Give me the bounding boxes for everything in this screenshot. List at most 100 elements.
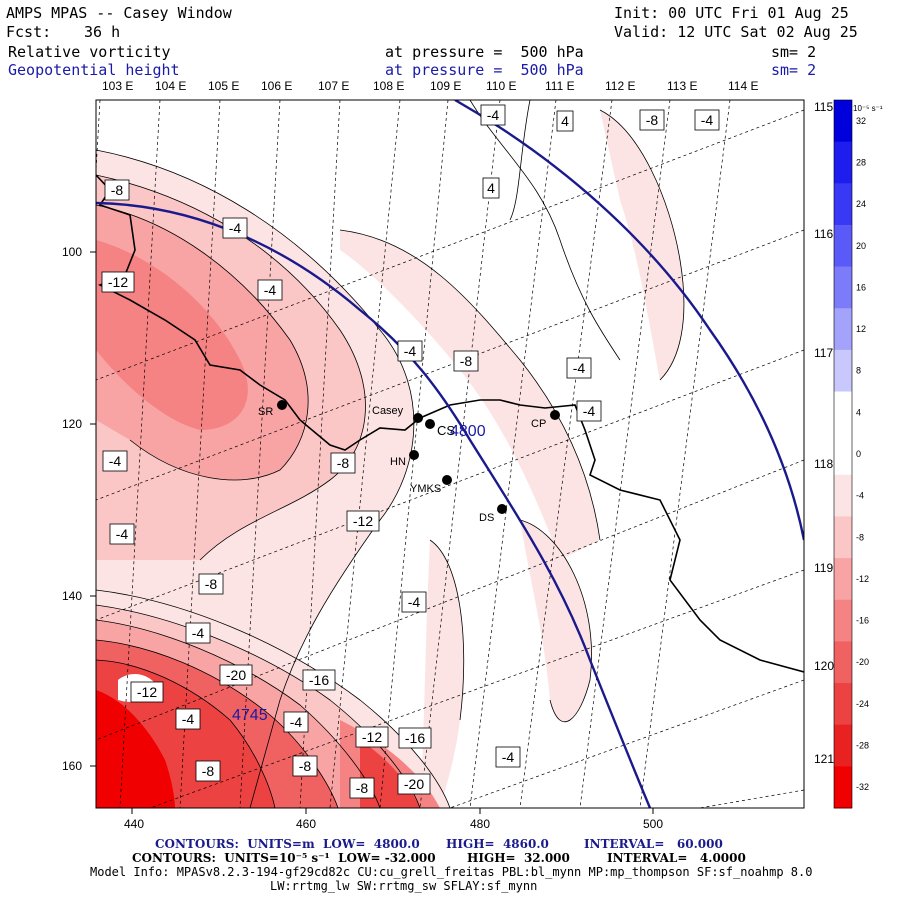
colorbar-swatch [834, 308, 852, 351]
colorbar-swatch [834, 599, 852, 642]
station-marker [409, 450, 419, 460]
lon-label: 107 E [318, 79, 349, 93]
colorbar-tick-label: -20 [856, 657, 869, 667]
vorticity-label-box [495, 746, 521, 768]
colorbar-swatch [834, 224, 852, 268]
colorbar-tick-label: 4 [856, 407, 861, 417]
vorticity-label: -12 [137, 684, 157, 700]
colorbar-tick-label: -4 [856, 491, 864, 501]
forecast-label: Fcst: [6, 23, 52, 41]
height-label: 4745 [232, 707, 268, 724]
vorticity-label: -16 [309, 672, 329, 688]
vorticity-label: -8 [356, 780, 369, 796]
vorticity-label-box [639, 109, 665, 131]
colorbar-tick-label: 12 [856, 324, 866, 334]
colorbar-tick-label: 0 [856, 449, 861, 459]
lon-label: 110 E [486, 79, 516, 93]
station-marker [550, 410, 560, 420]
vorticity-label-box [576, 400, 602, 422]
vorticity-label: -4 [192, 625, 205, 641]
vorticity-label-box [104, 179, 130, 201]
vorticity-label: -4 [264, 282, 277, 298]
vorticity-label: 4 [561, 113, 569, 129]
y-tick-120: 120 [62, 417, 82, 431]
height-label: 4800 [450, 423, 486, 440]
vorticity-label: -4 [573, 360, 586, 376]
vorticity-label-box [195, 760, 221, 782]
y-tick-160: 160 [62, 759, 82, 773]
colorbar-swatch [834, 141, 852, 184]
colorbar-swatch [834, 266, 852, 309]
y-tick-100: 100 [62, 245, 82, 259]
colorbar-swatch [834, 558, 852, 601]
colorbar-swatch [834, 683, 852, 726]
field2-name: Geopotential height [8, 61, 180, 79]
vorticity-label: -8 [205, 576, 218, 592]
vorticity-label-box [283, 711, 309, 733]
vorticity-label: -12 [362, 729, 382, 745]
vorticity-label-box [130, 681, 164, 703]
colorbar-tick-label: -28 [856, 741, 869, 751]
vorticity-label: -4 [109, 453, 122, 469]
footer-physics-info: LW:rrtmg_lw SW:rrtmg_sw SFLAY:sf_mynn [270, 879, 538, 893]
axis-tick-labels: 440 460 480 500 100 120 140 160 [62, 245, 663, 831]
field2-smoothing: sm= 2 [771, 61, 817, 79]
colorbar-swatch [834, 474, 852, 517]
station-label: Casey [372, 405, 404, 417]
x-tick-460: 460 [296, 817, 316, 831]
lon-label: 108 E [373, 79, 404, 93]
vorticity-label-box [694, 109, 720, 131]
latlon-grid [96, 100, 804, 808]
vorticity-label: -4 [182, 711, 195, 727]
vorticity-labels: -8 -4 4 -4 4 -8 -4 -12 -4 -8 -4 -4 -4 -8 -12 -4 -8 -4 -4 -2… [101, 104, 720, 799]
vorticity-label-box [257, 279, 283, 301]
station-label: HN [390, 456, 406, 468]
plot-frame [95, 99, 805, 809]
vorticity-label-box [302, 669, 336, 691]
vorticity-label-box [175, 708, 201, 730]
vorticity-label: -4 [404, 343, 417, 359]
vorticity-label-box [397, 773, 431, 795]
station-label: SR [258, 406, 273, 418]
colorbar-tick-label: 20 [856, 241, 866, 251]
lon-label: 112 E [605, 79, 635, 93]
vorticity-label: -4 [487, 107, 500, 123]
colorbar-unit: 10⁻⁵ s⁻¹ [853, 104, 883, 113]
vorticity-label: -12 [353, 513, 373, 529]
lon-label: 113 E [667, 79, 697, 93]
vorticity-label-box [355, 726, 389, 748]
colorbar-tick-label: -32 [856, 782, 869, 792]
colorbar-swatch [834, 349, 852, 393]
vorticity-label: -8 [337, 455, 350, 471]
lon-label: 104 E [155, 79, 186, 93]
lon-label: 105 E [208, 79, 239, 93]
geopotential-contours [96, 100, 804, 808]
vorticity-label-box [102, 450, 128, 472]
vorticity-label-box [349, 777, 375, 799]
footer-height-interval: INTERVAL= 60.000 [584, 837, 723, 851]
vorticity-label-box [292, 755, 318, 777]
vorticity-label-box [453, 350, 479, 372]
axis-ticks [90, 251, 654, 814]
y-tick-140: 140 [62, 589, 82, 603]
footer-vort-interval: INTERVAL= 4.0000 [607, 851, 746, 865]
vorticity-label: -12 [108, 274, 128, 290]
colorbar-tick-label: 24 [856, 199, 866, 209]
vorticity-label: 4 [487, 180, 495, 196]
vorticity-contours [96, 100, 685, 808]
stations: SR Casey CS HN YMKS DS CP [258, 400, 560, 524]
vorticity-label: -16 [405, 730, 425, 746]
vorticity-label: -4 [502, 749, 515, 765]
vorticity-label-box [198, 573, 224, 595]
colorbar-swatch [834, 724, 852, 767]
vorticity-label: -4 [408, 594, 421, 610]
colorbar-tick-label: -8 [856, 532, 864, 542]
lon-label: 106 E [261, 79, 292, 93]
station-label: YMKS [410, 483, 441, 495]
colorbar-tick-label: -24 [856, 699, 869, 709]
vorticity-label: -8 [460, 353, 473, 369]
longitude-labels-top: 103 E 104 E 105 E 106 E 107 E 108 E 109 … [102, 79, 758, 93]
station-marker [413, 413, 423, 423]
field1-name: Relative vorticity [8, 43, 171, 61]
